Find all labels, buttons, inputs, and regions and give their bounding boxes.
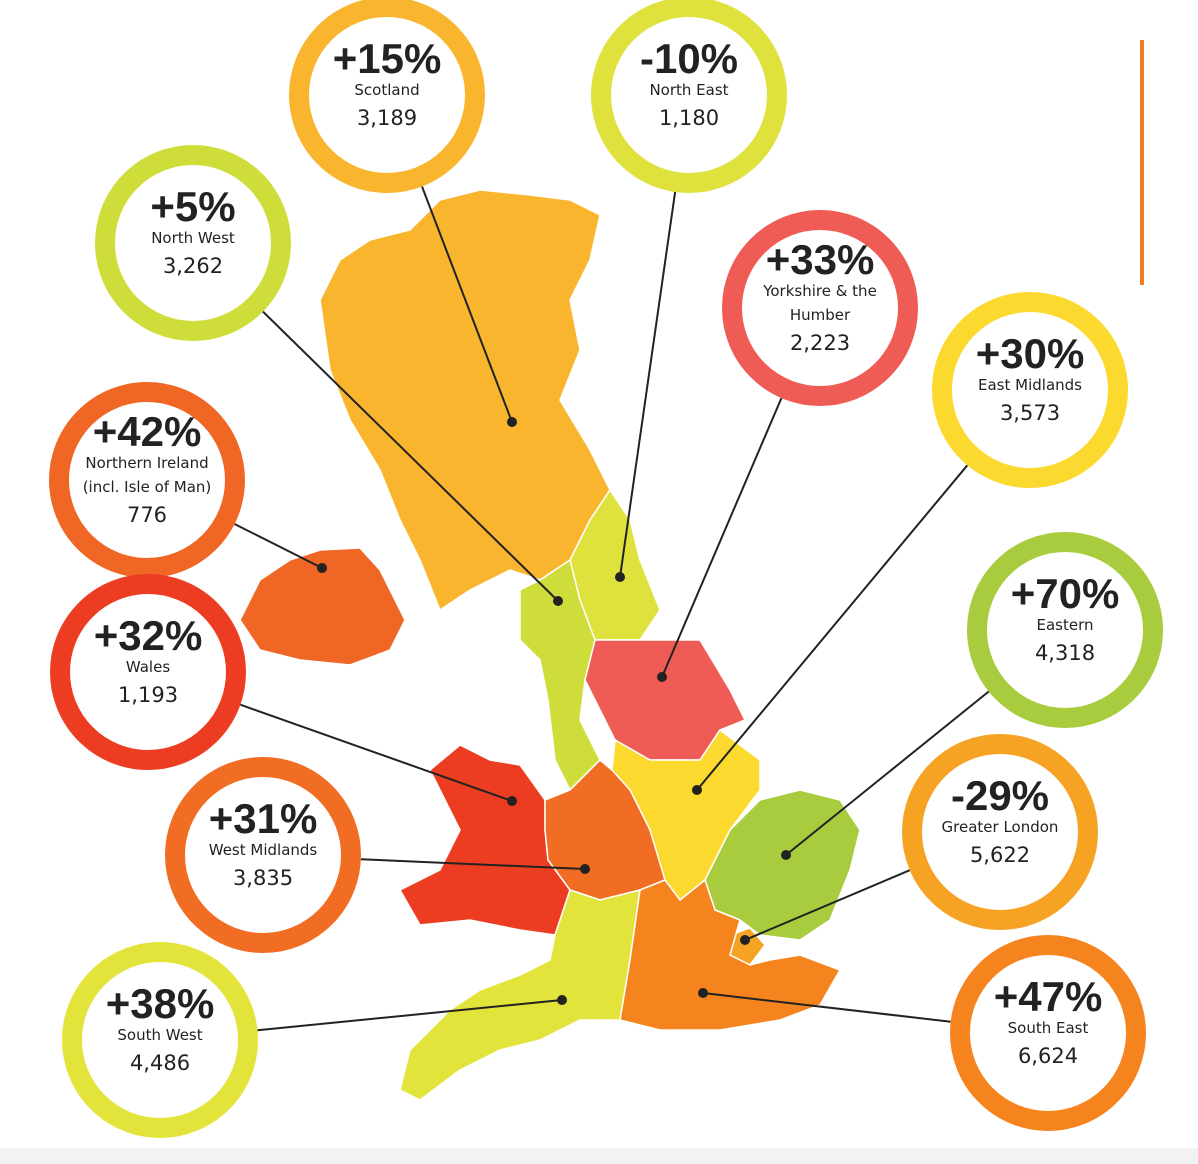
change-label: +70% — [1011, 570, 1120, 617]
leader-line — [619, 191, 677, 578]
region-ring — [902, 734, 1098, 930]
region-name: Greater London — [942, 818, 1059, 836]
region-ring — [967, 532, 1163, 728]
region-count: 3,189 — [357, 106, 417, 130]
marker-dot — [317, 563, 327, 573]
region-shape — [319, 189, 611, 612]
region-ring — [62, 942, 258, 1138]
marker-dot — [507, 417, 517, 427]
region-count: 5,622 — [970, 843, 1030, 867]
region-name: Eastern — [1036, 616, 1093, 634]
region-name: North West — [151, 229, 235, 247]
leader-line — [661, 397, 783, 678]
leader-line — [744, 869, 911, 941]
region-count: 2,223 — [790, 331, 850, 355]
change-label: +42% — [93, 408, 202, 455]
region-count: 4,318 — [1035, 641, 1095, 665]
leader-line — [360, 858, 586, 870]
change-label: +31% — [209, 795, 318, 842]
region-ring — [49, 382, 245, 578]
marker-dot — [507, 796, 517, 806]
leader-line — [257, 999, 563, 1032]
marker-dot — [580, 864, 590, 874]
change-label: +33% — [766, 236, 875, 283]
leader-line — [262, 310, 559, 602]
marker-dot — [698, 988, 708, 998]
region-name: Humber — [790, 306, 851, 324]
region-name: Scotland — [354, 81, 419, 99]
change-label: +5% — [150, 183, 235, 230]
leader-line — [696, 464, 969, 791]
bottom-strip — [0, 1148, 1198, 1164]
change-label: +38% — [106, 980, 215, 1027]
region-name: Yorkshire & the — [762, 282, 877, 300]
region-ring — [165, 757, 361, 953]
region-name: South West — [117, 1026, 202, 1044]
region-name: Northern Ireland — [85, 454, 208, 472]
region-count: 6,624 — [1018, 1044, 1078, 1068]
map — [239, 189, 861, 1101]
leader-line — [421, 186, 513, 423]
change-label: -10% — [640, 35, 738, 82]
region-name: South East — [1008, 1019, 1089, 1037]
region-count: 3,262 — [163, 254, 223, 278]
change-label: +47% — [994, 973, 1103, 1020]
region-ring — [932, 292, 1128, 488]
change-label: +15% — [333, 35, 442, 82]
region-name: West Midlands — [209, 841, 318, 859]
region-name: North East — [649, 81, 728, 99]
region-ring — [289, 0, 485, 193]
leader-line — [240, 703, 513, 802]
region-ring — [50, 574, 246, 770]
region-name: Wales — [126, 658, 170, 676]
side-bar — [1140, 40, 1144, 285]
region-shape — [619, 878, 842, 1031]
leader-line — [702, 992, 951, 1023]
change-label: -29% — [951, 772, 1049, 819]
region-shape — [398, 744, 571, 936]
leader-line — [785, 690, 990, 856]
marker-dot — [692, 785, 702, 795]
region-count: 1,180 — [659, 106, 719, 130]
region-ring — [591, 0, 787, 193]
marker-dot — [740, 935, 750, 945]
region-ring — [95, 145, 291, 341]
region-count: 776 — [127, 503, 167, 527]
leader-line — [234, 523, 323, 569]
region-name: East Midlands — [978, 376, 1082, 394]
change-label: +32% — [94, 612, 203, 659]
marker-dot — [615, 572, 625, 582]
marker-dot — [781, 850, 791, 860]
change-label: +30% — [976, 330, 1085, 377]
marker-dot — [657, 672, 667, 682]
region-name: (incl. Isle of Man) — [83, 478, 212, 496]
region-count: 1,193 — [118, 683, 178, 707]
region-count: 3,573 — [1000, 401, 1060, 425]
region-shape — [239, 547, 406, 666]
marker-dot — [553, 596, 563, 606]
region-ring — [722, 210, 918, 406]
region-count: 4,486 — [130, 1051, 190, 1075]
marker-dot — [557, 995, 567, 1005]
region-ring — [950, 935, 1146, 1131]
region-count: 3,835 — [233, 866, 293, 890]
